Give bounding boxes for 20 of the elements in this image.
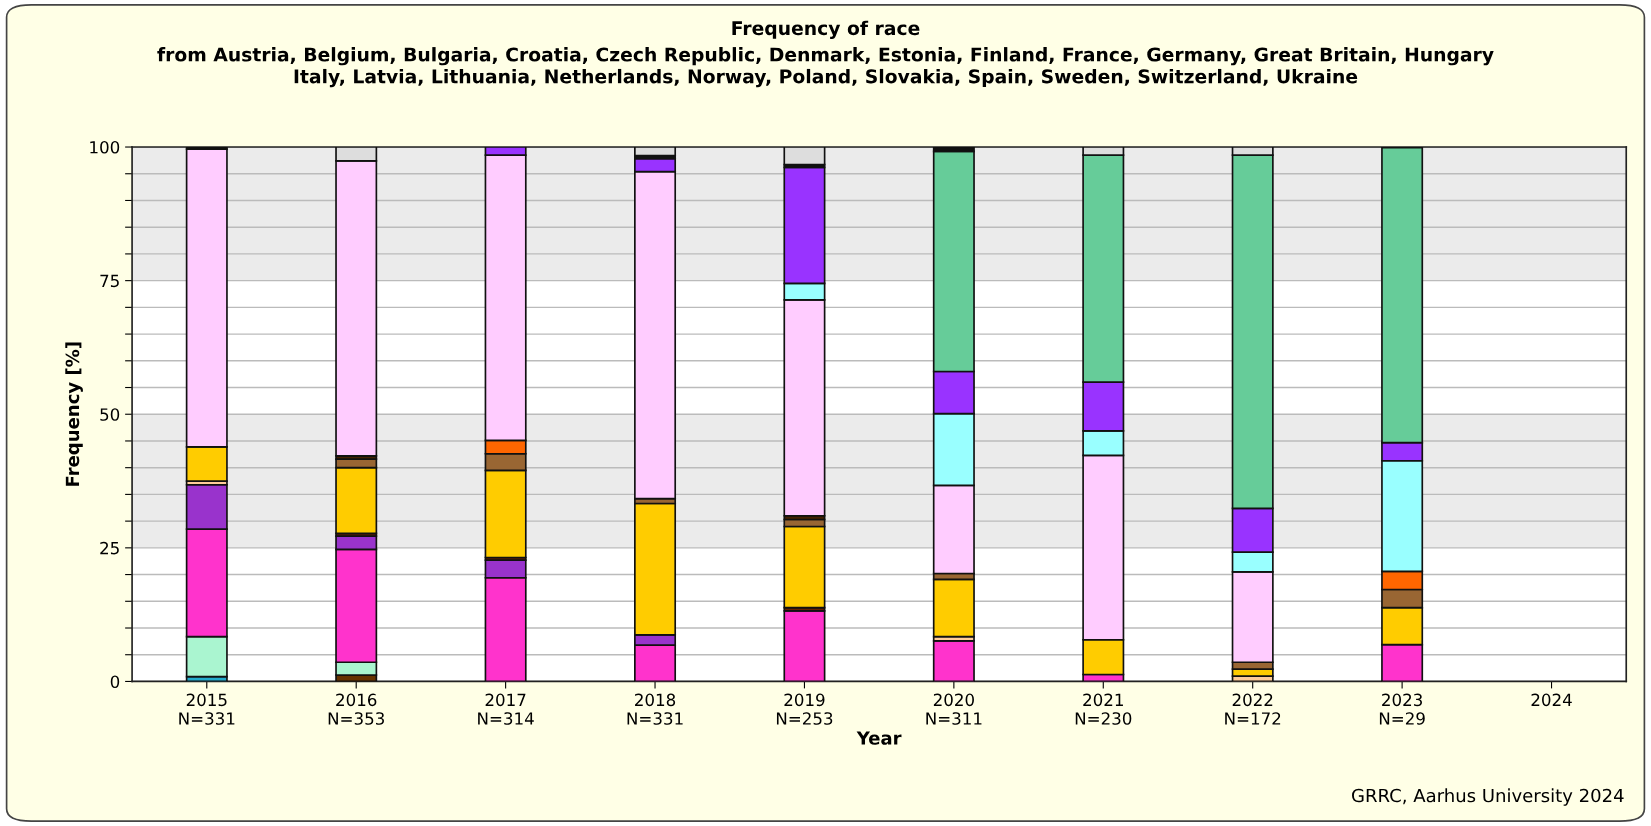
x-tick-label: 2022 N=172	[1225, 693, 1281, 725]
chart-subtitle: from Austria, Belgium, Bulgaria, Croatia, Czech Republic, Denmark, Estonia, Finland, France, Germany, Great Britain, Hungary Italy, Latvia, Lithuania, Netherlands, Norway, Poland, Slovakia, Spain, Sweden, Switzerland, Ukraine	[157, 47, 1494, 88]
y-tick-label: 75	[100, 274, 119, 288]
x-tick-label: 2024	[1531, 693, 1572, 707]
y-tick-label: 50	[100, 408, 120, 421]
x-tick-label: 2023 N=29	[1379, 693, 1425, 725]
x-tick-label: 2017 N=314	[478, 693, 534, 725]
x-axis-title: Year	[856, 731, 902, 745]
y-axis-title: Frequency [%]	[65, 342, 83, 486]
x-tick-label: 2016 N=353	[328, 693, 384, 725]
x-tick-label: 2019 N=253	[776, 693, 833, 725]
y-tick-label: 25	[100, 541, 119, 555]
x-tick-label: 2018 N=331	[627, 693, 683, 725]
x-tick-label: 2020 N=311	[926, 693, 982, 725]
x-tick-label: 2021 N=230	[1075, 693, 1132, 725]
y-tick-label: 100	[90, 140, 120, 154]
y-tick-label: 0	[110, 675, 120, 689]
x-tick-label: 2015 N=331	[179, 693, 235, 725]
chart-title: Frequency of race	[732, 20, 920, 39]
text: GRRC, Aarhus University 2024	[1352, 788, 1624, 806]
